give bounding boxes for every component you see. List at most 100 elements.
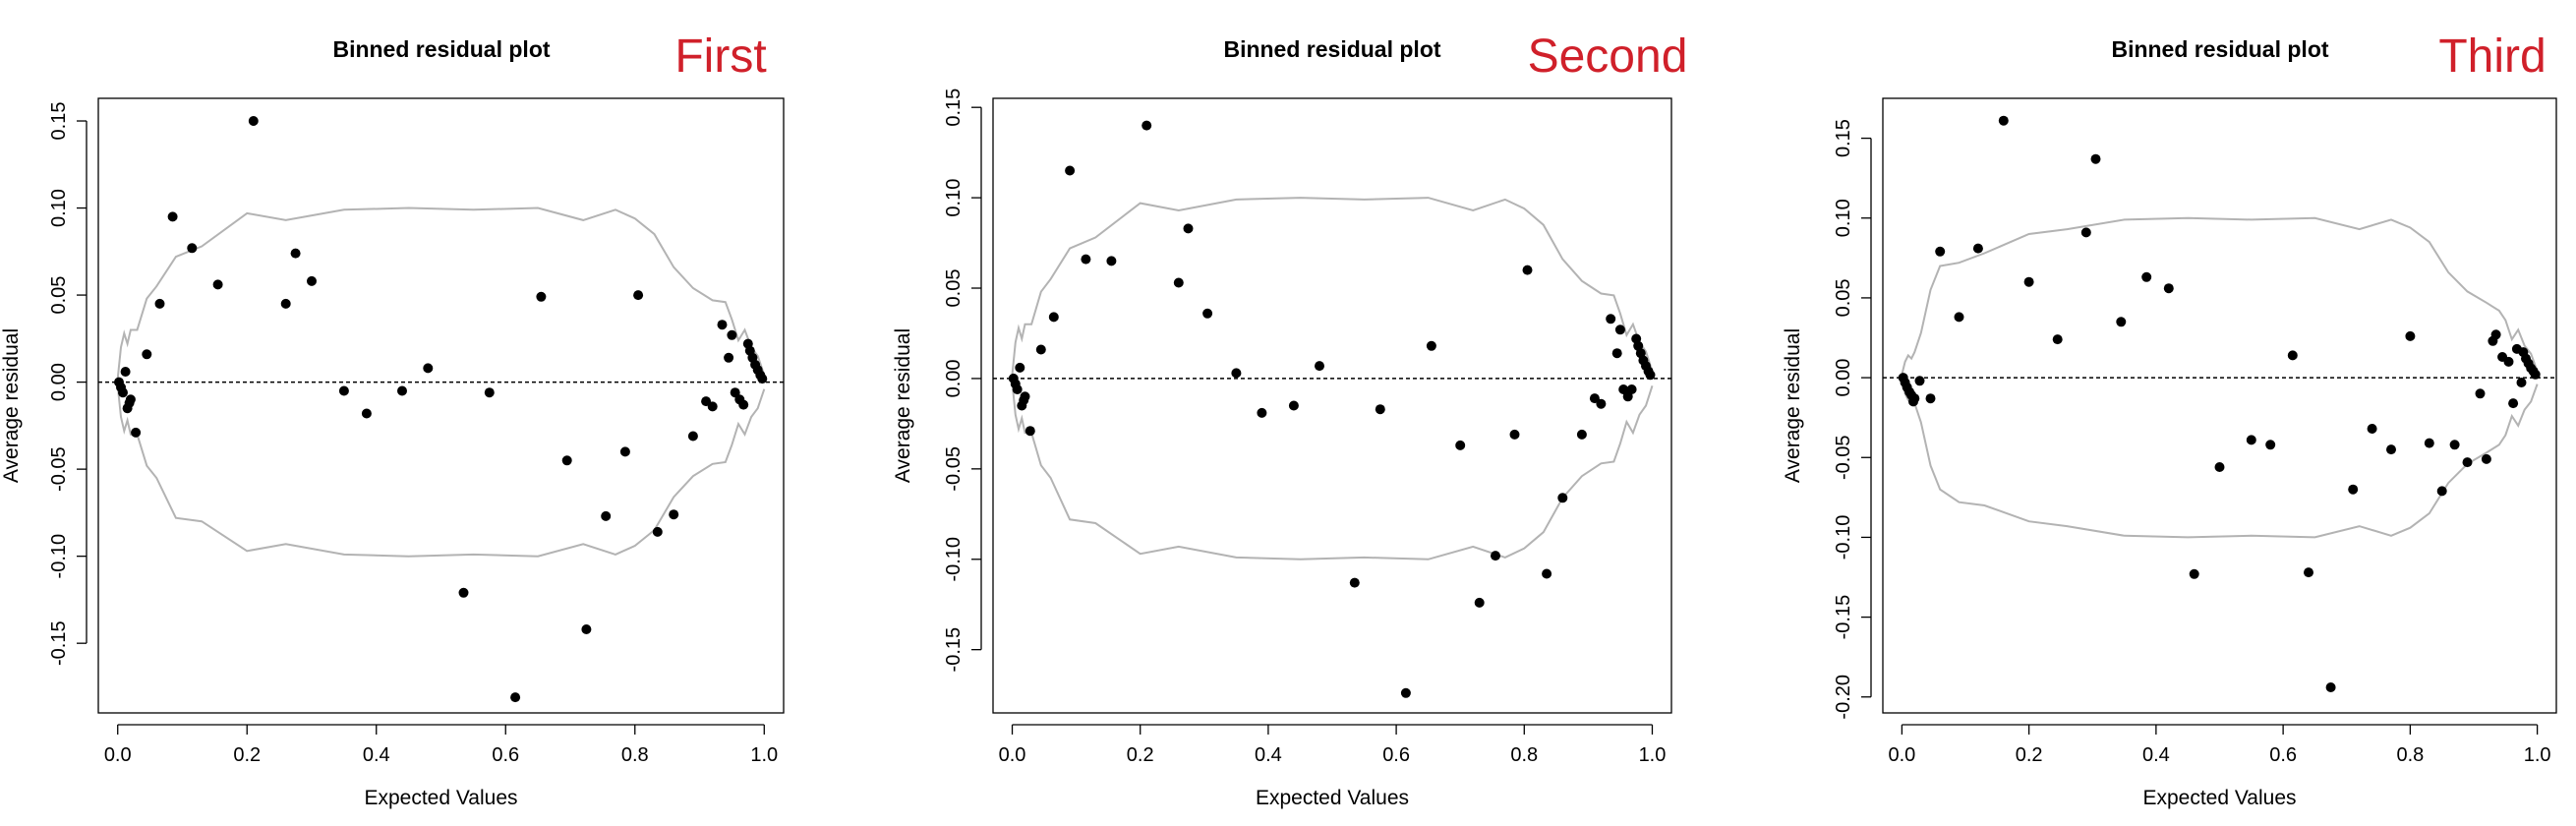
- data-point: [154, 298, 165, 309]
- data-point: [1400, 687, 1411, 698]
- data-point: [1349, 577, 1360, 588]
- y-tick-label: 0.15: [48, 102, 70, 141]
- data-point: [757, 374, 768, 384]
- data-point: [1025, 426, 1035, 437]
- y-tick-label: -0.10: [943, 537, 965, 582]
- data-point: [561, 455, 572, 466]
- data-point: [1645, 370, 1656, 381]
- data-point: [124, 397, 135, 408]
- data-point: [652, 526, 663, 537]
- data-point: [687, 431, 698, 442]
- data-point: [2189, 568, 2199, 579]
- y-axis-label: Average residual: [0, 328, 23, 483]
- data-point: [2116, 317, 2127, 327]
- x-tick-label: 0.0: [1888, 744, 1915, 766]
- data-point: [248, 116, 259, 126]
- data-point: [2475, 388, 2486, 399]
- data-point: [2462, 457, 2473, 468]
- data-point: [510, 692, 521, 703]
- data-point: [2052, 334, 2063, 345]
- data-point: [2503, 356, 2514, 367]
- data-point: [290, 248, 301, 259]
- x-tick-label: 0.6: [492, 744, 519, 766]
- data-point: [1048, 312, 1059, 323]
- data-point: [1522, 265, 1533, 275]
- x-tick-label: 0.8: [2396, 744, 2424, 766]
- x-tick-label: 0.2: [233, 744, 261, 766]
- data-point: [2348, 484, 2359, 495]
- data-point: [2141, 271, 2152, 282]
- data-point: [1925, 393, 1936, 404]
- envelope-upper-line: [1901, 216, 2539, 376]
- data-point: [142, 349, 152, 360]
- data-point: [730, 387, 740, 398]
- y-tick-label: 0.05: [1833, 278, 1854, 317]
- data-point: [581, 624, 592, 634]
- data-point: [1035, 344, 1046, 355]
- data-point: [1618, 384, 1629, 394]
- data-point: [727, 329, 737, 340]
- data-point: [1935, 246, 1946, 257]
- y-tick-label: 0.10: [943, 179, 965, 217]
- data-point: [1954, 312, 1964, 323]
- y-tick-label: -0.10: [1833, 515, 1854, 560]
- data-point: [2023, 276, 2034, 287]
- data-point: [1065, 165, 1076, 176]
- data-point: [1288, 400, 1299, 411]
- data-point: [1596, 398, 1607, 409]
- y-tick-label: 0.00: [48, 363, 70, 401]
- data-point: [2163, 283, 2174, 294]
- y-tick-label: -0.15: [943, 627, 965, 673]
- y-tick-label: 0.00: [1833, 359, 1854, 397]
- data-point: [1557, 493, 1568, 503]
- data-point: [307, 275, 317, 286]
- x-tick-label: 0.6: [1382, 744, 1410, 766]
- panel-1: 0.0 0.2 0.4 0.6 0.8 1.0 -0.15 -0.10 -0.05 0.00 0.0…: [0, 30, 785, 809]
- data-point: [1589, 393, 1600, 404]
- y-tick-label: -0.15: [1833, 595, 1854, 640]
- y-tick-label: -0.10: [48, 534, 70, 579]
- data-point: [2424, 438, 2434, 448]
- data-point: [361, 408, 372, 419]
- panel-3: 0.0 0.2 0.4 0.6 0.8 1.0 -0.20 -0.15 -0.10 -0.05 0.…: [1782, 30, 2557, 809]
- data-point: [1183, 223, 1194, 234]
- panel-tag-label: First: [674, 30, 766, 83]
- data-point: [724, 352, 734, 363]
- data-point: [1426, 340, 1436, 351]
- data-point: [2405, 330, 2416, 341]
- data-point: [2436, 486, 2447, 497]
- data-point: [397, 385, 407, 396]
- data-point: [2265, 440, 2276, 450]
- data-point: [2325, 682, 2336, 692]
- panel-tag-label: Second: [1528, 30, 1688, 83]
- data-point: [2386, 444, 2396, 455]
- data-point: [1972, 243, 1983, 254]
- data-point: [1576, 429, 1587, 440]
- y-tick-label: 0.15: [943, 88, 965, 127]
- y-tick-label: -0.20: [1833, 675, 1854, 720]
- x-axis-label: Expected Values: [364, 787, 517, 809]
- data-point: [2080, 227, 2091, 238]
- data-point: [1998, 115, 2009, 126]
- data-point: [717, 320, 728, 330]
- data-point: [2481, 453, 2491, 464]
- envelope-lower-line: [116, 384, 766, 558]
- x-axis-label: Expected Values: [1256, 787, 1409, 809]
- data-point: [619, 446, 630, 457]
- data-point: [2490, 329, 2501, 340]
- y-tick-label: 0.15: [1833, 119, 1854, 157]
- y-axis-label: Average residual: [892, 328, 914, 483]
- data-point: [669, 509, 679, 520]
- y-tick-label: 0.05: [943, 269, 965, 308]
- data-point: [212, 279, 223, 290]
- chart-title: Binned residual plot: [2111, 36, 2328, 62]
- plot-frame: [97, 97, 785, 714]
- data-point: [2449, 440, 2460, 450]
- plot-frame: [992, 97, 1672, 714]
- data-point: [633, 290, 644, 301]
- data-point: [536, 291, 547, 302]
- data-point: [458, 587, 469, 598]
- data-point: [1542, 568, 1552, 579]
